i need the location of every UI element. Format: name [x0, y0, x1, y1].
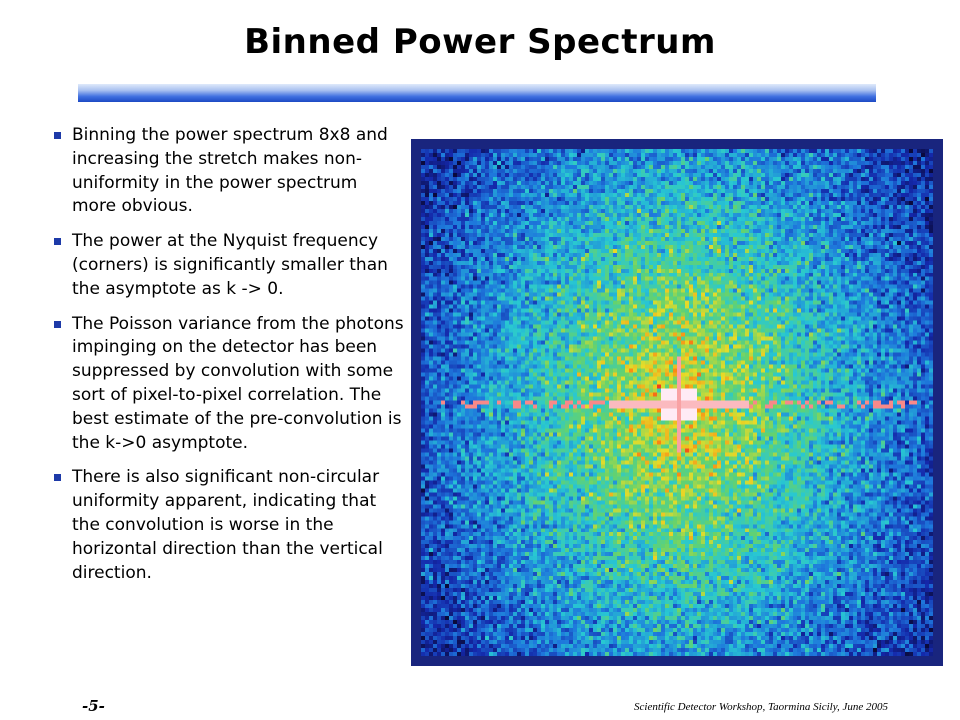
bullet-text: The power at the Nyquist frequency (corn… [72, 231, 388, 299]
bullet-text: There is also significant non-circular u… [72, 467, 383, 583]
square-bullet-icon [54, 132, 61, 139]
bullet-item: The power at the Nyquist frequency (corn… [50, 230, 405, 301]
power-spectrum-image [421, 149, 933, 656]
bullet-item: There is also significant non-circular u… [50, 466, 405, 585]
bullet-item: The Poisson variance from the photons im… [50, 313, 405, 456]
page-number: -5- [82, 697, 105, 715]
square-bullet-icon [54, 320, 61, 328]
footer-text: Scientific Detector Workshop, Taormina S… [634, 701, 888, 713]
square-bullet-icon [54, 474, 61, 482]
bullet-list: Binning the power spectrum 8x8 and incre… [50, 124, 405, 596]
slide-title: Binned Power Spectrum [244, 22, 716, 62]
bullet-text: The Poisson variance from the photons im… [72, 313, 404, 453]
bullet-text: Binning the power spectrum 8x8 and incre… [72, 125, 388, 217]
title-underline-bar [78, 84, 876, 102]
power-spectrum-image-frame [411, 139, 943, 666]
bullet-item: Binning the power spectrum 8x8 and incre… [50, 124, 405, 219]
square-bullet-icon [54, 238, 61, 246]
